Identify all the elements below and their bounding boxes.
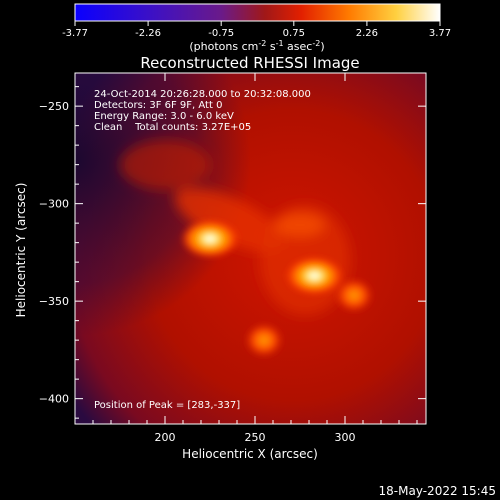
colorbar-tick-label: -3.77 [62,28,88,39]
observation-annotations: 24-Oct-2014 20:26:28.000 to 20:32:08.000… [94,89,311,133]
x-axis-label: Heliocentric X (arcsec) [182,447,318,461]
y-axis-label: Heliocentric Y (arcsec) [14,183,28,318]
detectors-text: Detectors: 3F 6F 9F, Att 0 [94,100,222,111]
emission-source [284,255,345,296]
chart-title: Reconstructed RHESSI Image [140,54,359,72]
y-tick-label: −350 [39,295,69,308]
colorbar-unit-label: (photons cm-2 s-1 asec-2) [189,39,324,53]
plot-frame [74,72,427,425]
colorbar [75,4,440,21]
colorbar-tick-label: 2.26 [356,28,378,39]
colorbar-tick-label: 3.77 [429,28,451,39]
emission-sources [180,218,374,359]
x-tick-label: 300 [335,431,356,444]
peak-position-text: Position of Peak = [283,-337] [94,400,240,411]
colorbar-tick-label: 0.75 [283,28,305,39]
emission-source [334,277,374,314]
colorbar-tick-label: -2.26 [135,28,161,39]
image-area [75,73,426,424]
x-tick-label: 200 [155,431,176,444]
emission-source [244,322,284,359]
colorbar-tick-label: -0.75 [208,28,234,39]
y-tick-label: −300 [39,198,69,211]
x-axis-ticks: 200 250 300 [92,73,418,444]
y-axis-ticks: −250 −300 −350 −400 [39,86,426,419]
emission-source [180,218,240,259]
energy-range-text: Energy Range: 3.0 - 6.0 keV [94,111,234,122]
y-tick-label: −400 [39,393,69,406]
colorbar-ticks: -3.77 -2.26 -0.75 0.75 2.26 3.77 [62,21,451,39]
timestamp-footer: 18-May-2022 15:45 [379,484,496,498]
y-tick-label: −250 [39,100,69,113]
time-range-text: 24-Oct-2014 20:26:28.000 to 20:32:08.000 [94,89,311,100]
clean-counts-text: Clean Total counts: 3.27E+05 [94,122,251,133]
x-tick-label: 250 [245,431,266,444]
